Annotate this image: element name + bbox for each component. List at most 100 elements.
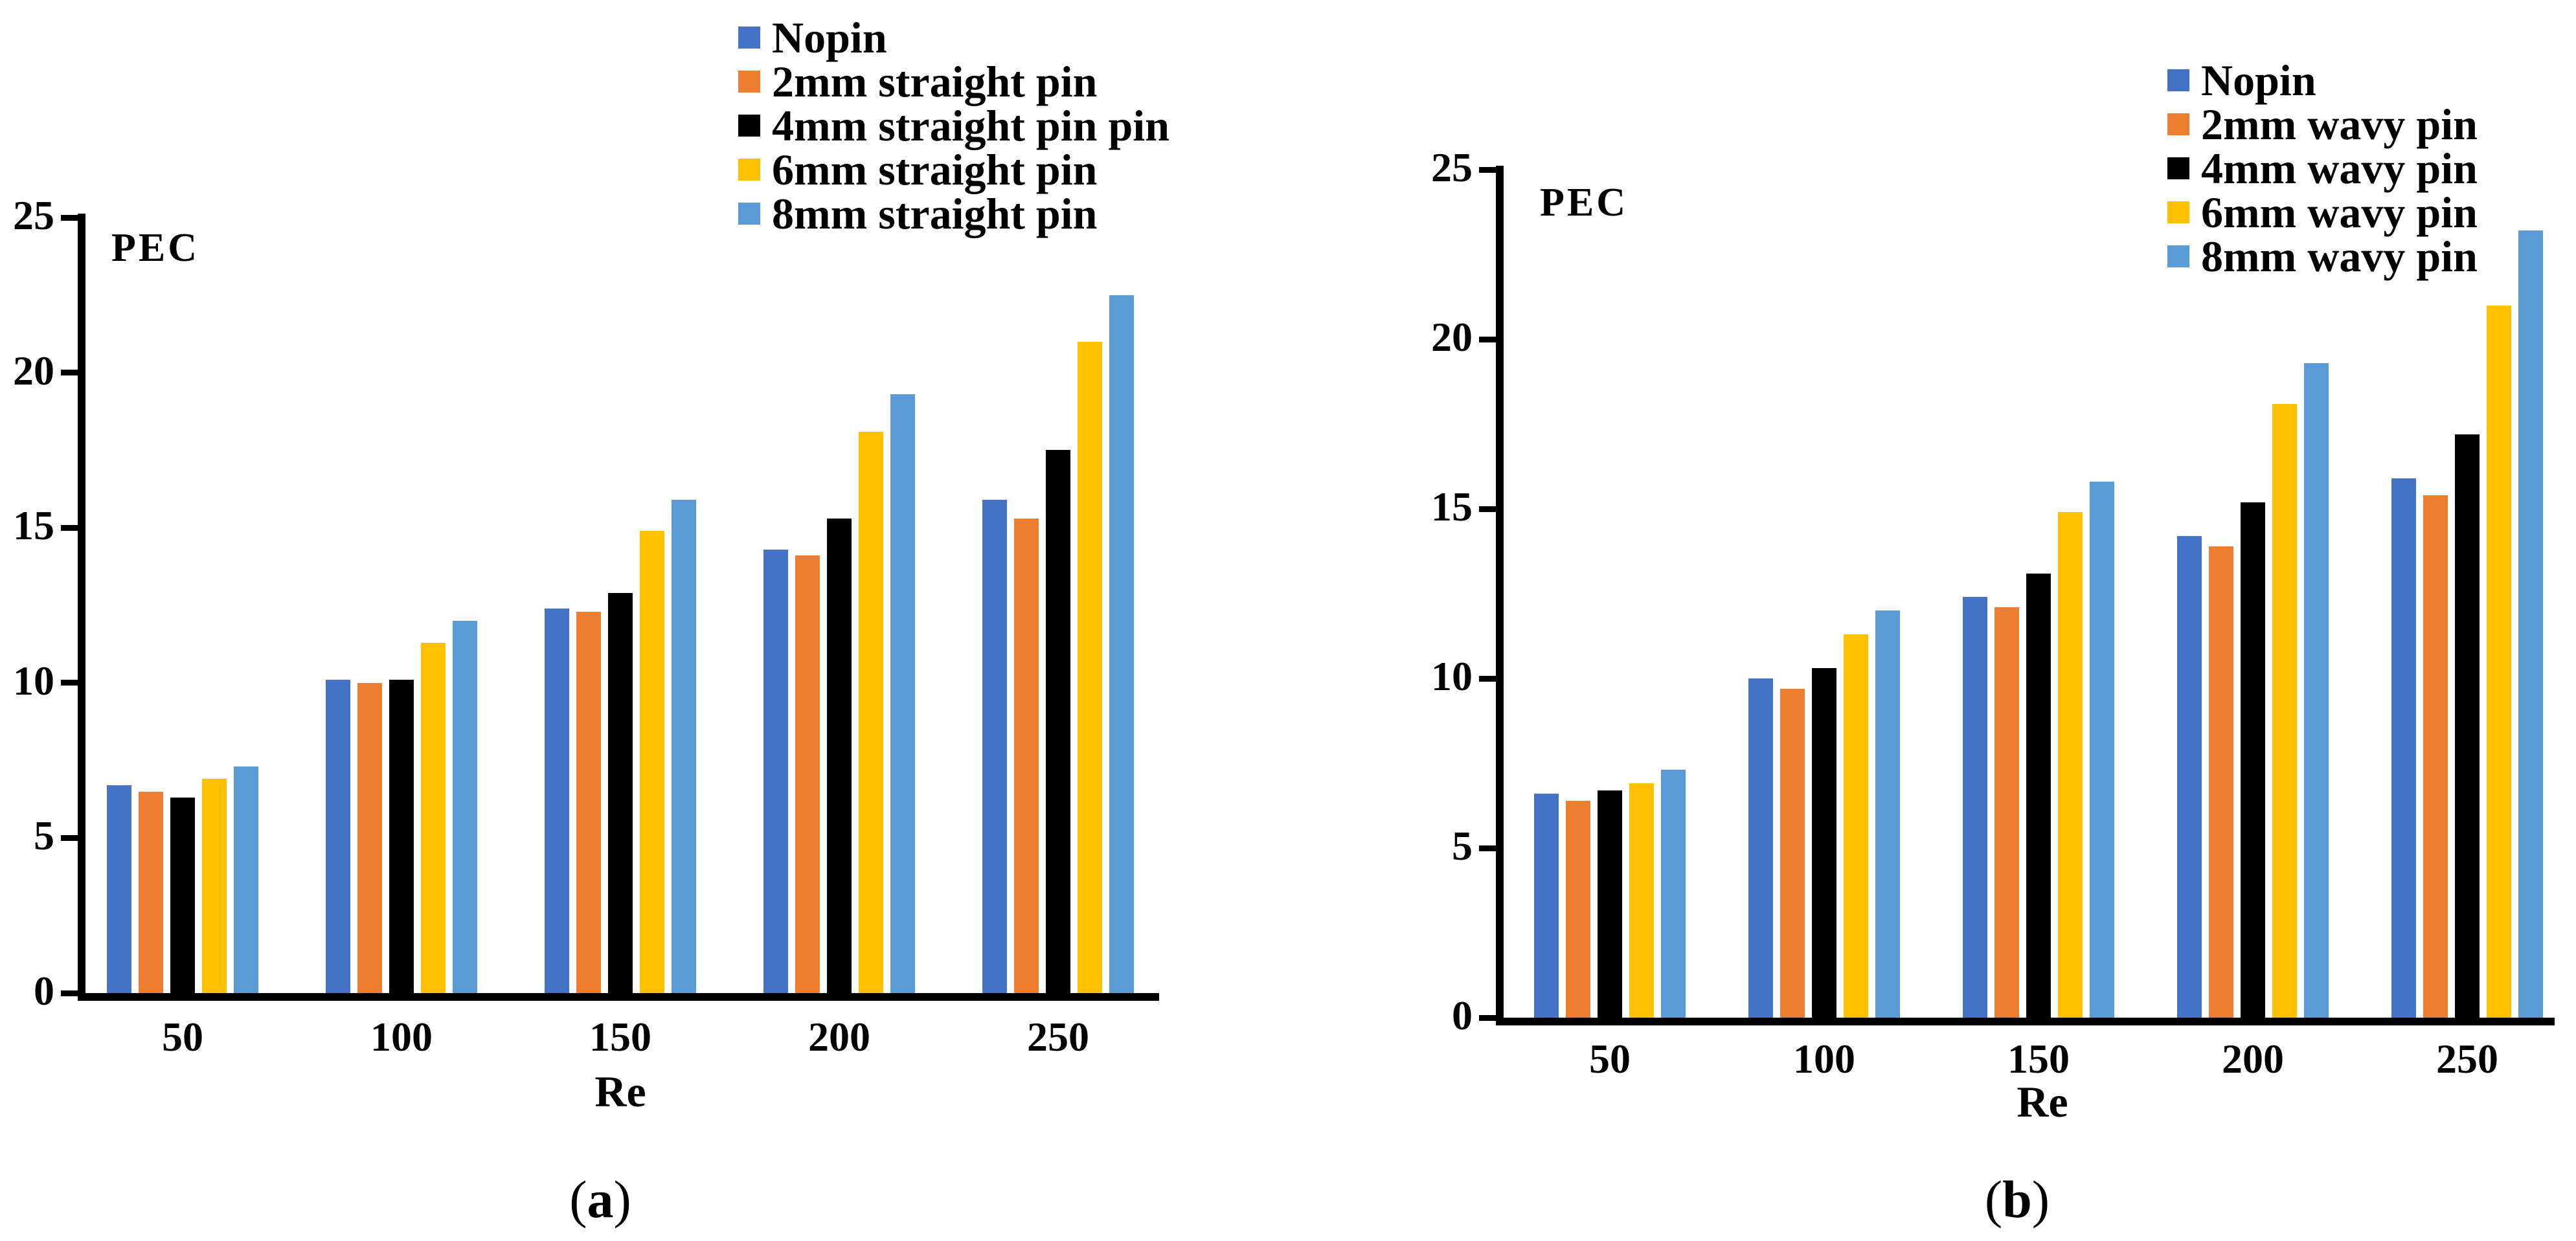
bar-6mm-wavy-pin (2272, 404, 2297, 1018)
bar-2mm-straight-pin (576, 612, 601, 993)
x-tick-label: 150 (589, 1014, 651, 1060)
bar-8mm-straight-pin (672, 500, 696, 993)
bar-nopin (2391, 478, 2416, 1018)
bar-8mm-straight-pin (234, 766, 258, 993)
y-tick-label: 20 (1431, 313, 1473, 360)
legend-label: 2mm wavy pin (2201, 100, 2478, 149)
bar-8mm-wavy-pin (1661, 770, 1686, 1018)
bar-6mm-wavy-pin (1629, 783, 1654, 1018)
bar-6mm-straight-pin (640, 531, 664, 993)
y-tick-mark (61, 834, 78, 841)
x-tick-label: 250 (2436, 1036, 2498, 1082)
bar-4mm-wavy-pin (2455, 434, 2480, 1018)
y-tick-mark (61, 214, 78, 221)
bar-2mm-wavy-pin (2423, 495, 2448, 1018)
y-tick-mark (1479, 506, 1496, 512)
bar-6mm-wavy-pin (2058, 512, 2083, 1018)
y-axis-title-a: PEC (111, 226, 199, 270)
bar-2mm-straight-pin (1014, 519, 1039, 993)
legend-item: 6mm straight pin (738, 148, 1097, 192)
bar-2mm-straight-pin (139, 792, 163, 993)
legend-swatch-icon (2167, 157, 2189, 179)
y-tick-mark (1479, 845, 1496, 851)
bar-4mm-wavy-pin (1812, 668, 1836, 1018)
y-tick-mark (1479, 166, 1496, 173)
bar-8mm-straight-pin (453, 621, 477, 993)
bar-nopin (1748, 678, 1773, 1018)
y-tick-label: 25 (13, 192, 54, 238)
legend-label: 8mm straight pin (772, 189, 1098, 238)
x-axis-title-a: Re (594, 1067, 646, 1116)
y-tick-label: 10 (13, 657, 54, 704)
caption-paren-close: ) (2031, 1170, 2050, 1229)
y-tick-label: 0 (34, 967, 54, 1014)
y-tick-label: 5 (34, 812, 54, 859)
panel-caption-a: (a) (471, 1173, 730, 1226)
x-tick-label: 250 (1027, 1014, 1089, 1060)
bar-2mm-wavy-pin (1780, 689, 1805, 1018)
legend-swatch-icon (2167, 69, 2189, 91)
legend-swatch-icon (738, 203, 760, 225)
legend-label: 6mm straight pin (772, 145, 1098, 194)
legend-label: 6mm wavy pin (2201, 188, 2478, 237)
legend-item: 6mm wavy pin (2167, 190, 2478, 234)
bar-2mm-wavy-pin (1566, 801, 1590, 1018)
legend-item: 2mm straight pin (738, 60, 1097, 104)
legend-label: 4mm wavy pin (2201, 144, 2478, 193)
caption-letter: b (2002, 1170, 2032, 1229)
legend-swatch-icon (2167, 245, 2189, 267)
x-axis-line (78, 993, 1159, 1001)
x-tick-label: 50 (1589, 1036, 1631, 1082)
bar-2mm-wavy-pin (2209, 546, 2233, 1018)
y-tick-label: 0 (1452, 992, 1473, 1038)
x-tick-label: 200 (808, 1014, 870, 1060)
legend-label: Nopin (2201, 56, 2316, 105)
caption-paren-close: ) (613, 1170, 631, 1229)
y-tick-label: 15 (13, 502, 54, 548)
legend-swatch-icon (738, 71, 760, 93)
caption-letter: a (587, 1170, 614, 1229)
legend-swatch-icon (2167, 201, 2189, 223)
y-tick-mark (61, 990, 78, 996)
x-tick-label: 200 (2222, 1036, 2284, 1082)
bar-8mm-straight-pin (1109, 295, 1134, 993)
bar-4mm-straight-pin-pin (1046, 450, 1070, 993)
bar-nopin (2177, 536, 2202, 1018)
legend-item: 8mm wavy pin (2167, 234, 2478, 278)
legend-item: Nopin (2167, 58, 2316, 102)
bar-nopin (107, 785, 131, 993)
bar-4mm-straight-pin-pin (170, 798, 195, 993)
legend-label: Nopin (772, 13, 887, 62)
y-tick-label: 5 (1452, 822, 1473, 869)
x-tick-label: 150 (2007, 1036, 2070, 1082)
x-axis-title-b: Re (2017, 1077, 2068, 1126)
y-axis-line (1496, 166, 1504, 1025)
bar-nopin (1963, 597, 1987, 1018)
legend-swatch-icon (2167, 113, 2189, 135)
legend-item: 2mm wavy pin (2167, 102, 2478, 146)
x-tick-label: 50 (162, 1014, 203, 1060)
y-tick-label: 15 (1431, 483, 1473, 530)
y-tick-mark (61, 680, 78, 686)
bar-4mm-wavy-pin (2241, 502, 2265, 1018)
legend-label: 8mm wavy pin (2201, 232, 2478, 281)
bar-4mm-wavy-pin (1598, 790, 1622, 1018)
caption-paren-open: ( (569, 1170, 587, 1229)
bar-nopin (763, 550, 788, 993)
bar-nopin (1534, 794, 1559, 1018)
y-tick-mark (61, 524, 78, 531)
bar-nopin (326, 680, 350, 993)
bar-6mm-straight-pin (202, 779, 227, 993)
bar-4mm-straight-pin-pin (389, 680, 414, 993)
bar-6mm-straight-pin (1078, 342, 1102, 993)
legend-swatch-icon (738, 159, 760, 181)
legend-item: 4mm straight pin pin (738, 104, 1169, 148)
x-tick-label: 100 (1793, 1036, 1855, 1082)
panel-caption-b: (b) (1888, 1173, 2147, 1226)
bar-8mm-straight-pin (890, 394, 915, 993)
legend-label: 4mm straight pin pin (772, 101, 1169, 150)
legend-item: 8mm straight pin (738, 192, 1097, 236)
y-tick-mark (1479, 336, 1496, 342)
bar-nopin (982, 500, 1007, 993)
